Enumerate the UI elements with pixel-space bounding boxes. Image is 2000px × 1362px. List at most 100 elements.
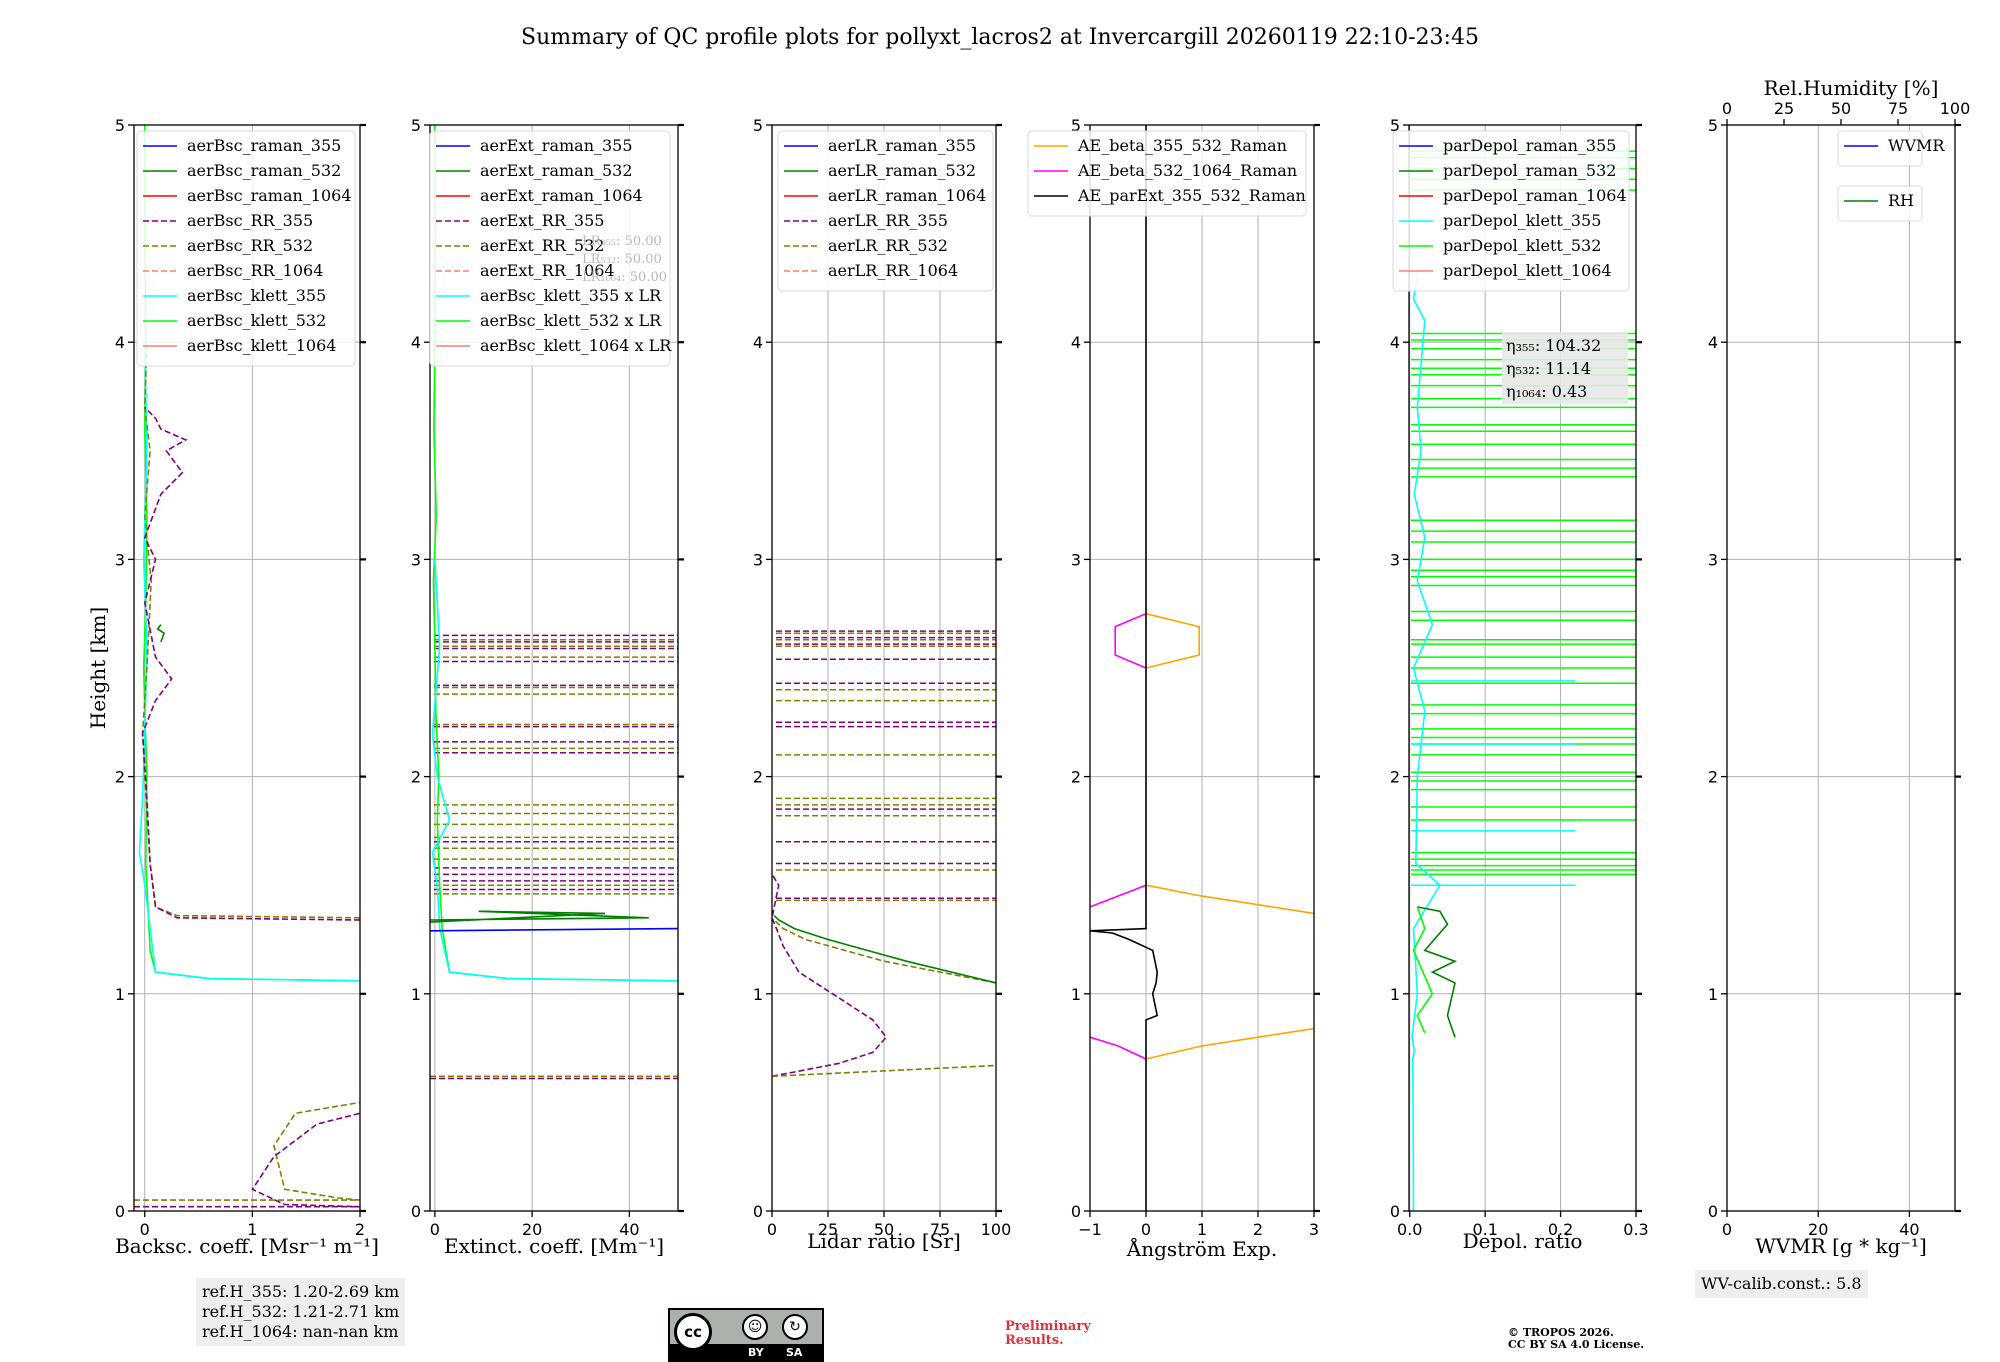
y-tick-label: 3 <box>115 550 125 569</box>
series-raman_532 <box>429 910 649 923</box>
y-tick-label: 5 <box>1071 116 1081 135</box>
wv-calib-box: WV-calib.const.: 5.8 <box>1695 1270 1868 1298</box>
lidar-ratio-note: LR₃₅₅: 50.00 <box>582 234 662 249</box>
series-raman_355 <box>429 927 679 932</box>
y-tick-label: 2 <box>411 768 421 787</box>
y-tick-label: 0 <box>1390 1202 1400 1221</box>
x-tick-label: 20 <box>522 1220 542 1239</box>
series-klett_532_xLR <box>432 124 679 982</box>
legend-label: aerLR_RR_1064 <box>828 261 958 280</box>
axes-frame <box>1726 124 1956 1212</box>
series-aerBsc_RR_355_low <box>134 1112 361 1208</box>
cc-by-label: BY <box>748 1346 764 1359</box>
legend-label: parDepol_raman_532 <box>1443 161 1616 180</box>
legend-label: aerBsc_klett_355 <box>187 286 326 305</box>
x-tick-label: 100 <box>981 1220 1012 1239</box>
series-LR_raman_532 <box>773 915 997 984</box>
x2-tick-label: 50 <box>1831 99 1851 118</box>
x-tick-label: 0 <box>1722 1220 1732 1239</box>
x-tick-label: 50 <box>874 1220 894 1239</box>
sa-share-icon: ↻ <box>782 1314 808 1340</box>
legend-label: aerExt_raman_1064 <box>480 186 643 205</box>
x-tick-label: 0.0 <box>1397 1220 1422 1239</box>
x-tick-label: 1 <box>247 1220 257 1239</box>
cc-sa-label: SA <box>786 1346 803 1359</box>
y-tick-label: 2 <box>753 768 763 787</box>
series-aerBsc_klett_355 <box>138 342 361 982</box>
y-tick-label: 0 <box>1708 1202 1718 1221</box>
y-tick-label: 3 <box>1708 550 1718 569</box>
legend-label: aerBsc_klett_532 <box>187 311 326 330</box>
y-tick-label: 5 <box>753 116 763 135</box>
legend-label: aerBsc_RR_355 <box>187 211 313 230</box>
legend-label: AE_beta_532_1064_Raman <box>1077 161 1297 180</box>
y-tick-label: 2 <box>115 768 125 787</box>
y-tick-label: 3 <box>411 550 421 569</box>
x2-tick-label: 100 <box>1940 99 1971 118</box>
legend-label: parDepol_klett_355 <box>1443 211 1601 230</box>
legend-label: parDepol_raman_355 <box>1443 136 1616 155</box>
y-axis-label: Height [km] <box>86 607 110 729</box>
y-tick-label: 2 <box>1708 768 1718 787</box>
legend-label: aerBsc_RR_532 <box>187 236 313 255</box>
cc-by-sa-logo: cc ☺ ↻ BY SA <box>668 1308 824 1362</box>
x-tick-label: 3 <box>1309 1220 1319 1239</box>
preliminary-line-1: Preliminary <box>1005 1319 1091 1334</box>
axes-frame <box>429 124 679 1212</box>
y-tick-label: 1 <box>411 985 421 1004</box>
y-tick-label: 3 <box>753 550 763 569</box>
ref-h-532: ref.H_532: 1.21-2.71 km <box>202 1302 400 1321</box>
legend-label: aerLR_raman_355 <box>828 136 976 155</box>
x-tick-label: 40 <box>1899 1220 1919 1239</box>
series-AE_magenta_mid <box>1089 884 1147 908</box>
series-AE_magenta_hex <box>1114 612 1147 669</box>
axes-frame <box>1408 124 1637 1212</box>
y-tick-label: 1 <box>1390 985 1400 1004</box>
legend-label: aerLR_raman_1064 <box>828 186 986 205</box>
x-tick-label: 0 <box>430 1220 440 1239</box>
series-AE_orange_hex <box>1145 612 1200 669</box>
legend-label: RH <box>1888 191 1914 210</box>
y-tick-label: 2 <box>1071 768 1081 787</box>
y-tick-label: 4 <box>1071 333 1081 352</box>
y-tick-label: 5 <box>1708 116 1718 135</box>
series-aerBsc_raman_532 <box>156 624 166 643</box>
x-tick-label: 0 <box>767 1220 777 1239</box>
y-tick-label: 0 <box>115 1202 125 1221</box>
x-tick-label: 0 <box>1141 1220 1151 1239</box>
x-tick-label: 40 <box>619 1220 639 1239</box>
x2-tick-label: 0 <box>1722 99 1732 118</box>
y-tick-label: 0 <box>1071 1202 1081 1221</box>
eta-value: η₃₅₅: 104.32 <box>1506 336 1601 355</box>
legend-box <box>1027 130 1307 217</box>
x-axis-label: Depol. ratio <box>1463 1229 1583 1253</box>
figure-title: Summary of QC profile plots for pollyxt_… <box>521 25 1479 50</box>
y-tick-label: 1 <box>1071 985 1081 1004</box>
legend-label: aerBsc_RR_1064 <box>187 261 323 280</box>
y-tick-label: 4 <box>1708 333 1718 352</box>
legend: parDepol_raman_355 parDepol_raman_532 parD… <box>1392 130 1630 292</box>
legend-label: aerExt_RR_355 <box>480 211 604 230</box>
legend-box <box>429 130 671 367</box>
legend-label: aerLR_RR_355 <box>828 211 948 230</box>
series-LR_RR_532 <box>771 1064 997 1078</box>
x-tick-label: 2 <box>355 1220 365 1239</box>
legend-label: aerBsc_klett_1064 <box>187 336 336 355</box>
y-tick-label: 5 <box>411 116 421 135</box>
series-klett_355_xLR <box>431 559 679 982</box>
cc-icon: cc <box>674 1313 712 1351</box>
x-tick-label: 1 <box>1197 1220 1207 1239</box>
x2-tick-label: 25 <box>1774 99 1794 118</box>
series-AE_black <box>1089 125 1159 1211</box>
series-LR_RR_355 <box>771 873 888 1078</box>
series-klett_355 <box>1411 276 1441 1212</box>
series-AE_magenta_low <box>1089 1036 1147 1060</box>
legend-box <box>1392 130 1630 292</box>
legend-label: AE_beta_355_532_Raman <box>1077 136 1287 155</box>
x-axis-label: WVMR [g * kg⁻¹] <box>1755 1234 1927 1258</box>
legend: AE_beta_355_532_Raman AE_beta_532_1064_Ra… <box>1027 130 1307 217</box>
y-tick-label: 4 <box>411 333 421 352</box>
y-tick-label: 5 <box>115 116 125 135</box>
axes-frame <box>133 124 361 1212</box>
